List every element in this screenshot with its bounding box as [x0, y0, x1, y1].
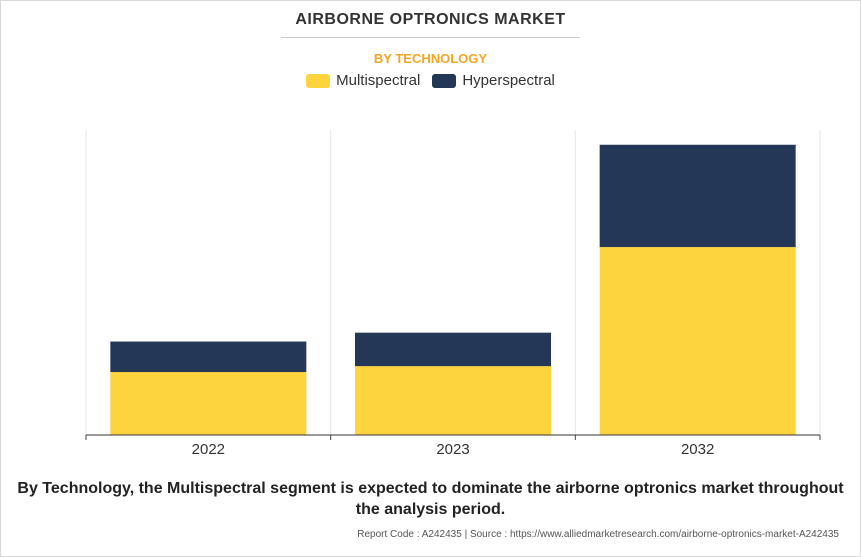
bar-multispectral-2022 — [110, 372, 307, 435]
bar-hyperspectral-2032 — [599, 144, 796, 248]
chart-subtitle: BY TECHNOLOGY — [373, 51, 488, 66]
legend: Multispectral Hyperspectral — [0, 72, 861, 89]
x-tick-label: 2032 — [681, 441, 714, 458]
legend-label-multispectral: Multispectral — [336, 72, 421, 89]
legend-label-hyperspectral: Hyperspectral — [462, 72, 555, 89]
report-source-line: Report Code : A242435 | Source : https:/… — [357, 529, 839, 540]
title-divider — [281, 37, 580, 38]
x-tick-label: 2022 — [192, 441, 225, 458]
bar-multispectral-2023 — [355, 366, 551, 435]
legend-item-multispectral[interactable]: Multispectral — [306, 72, 420, 89]
bar-multispectral-2032 — [599, 247, 796, 435]
legend-swatch-multispectral — [306, 73, 331, 88]
chart-title: AIRBORNE OPTRONICS MARKET — [295, 11, 566, 28]
chart-footnote: By Technology, the Multispectral segment… — [17, 480, 844, 518]
x-tick-label: 2023 — [436, 441, 469, 458]
legend-item-hyperspectral[interactable]: Hyperspectral — [432, 72, 555, 89]
bar-hyperspectral-2023 — [355, 332, 551, 367]
legend-swatch-hyperspectral — [432, 73, 457, 88]
bar-hyperspectral-2022 — [110, 341, 307, 373]
